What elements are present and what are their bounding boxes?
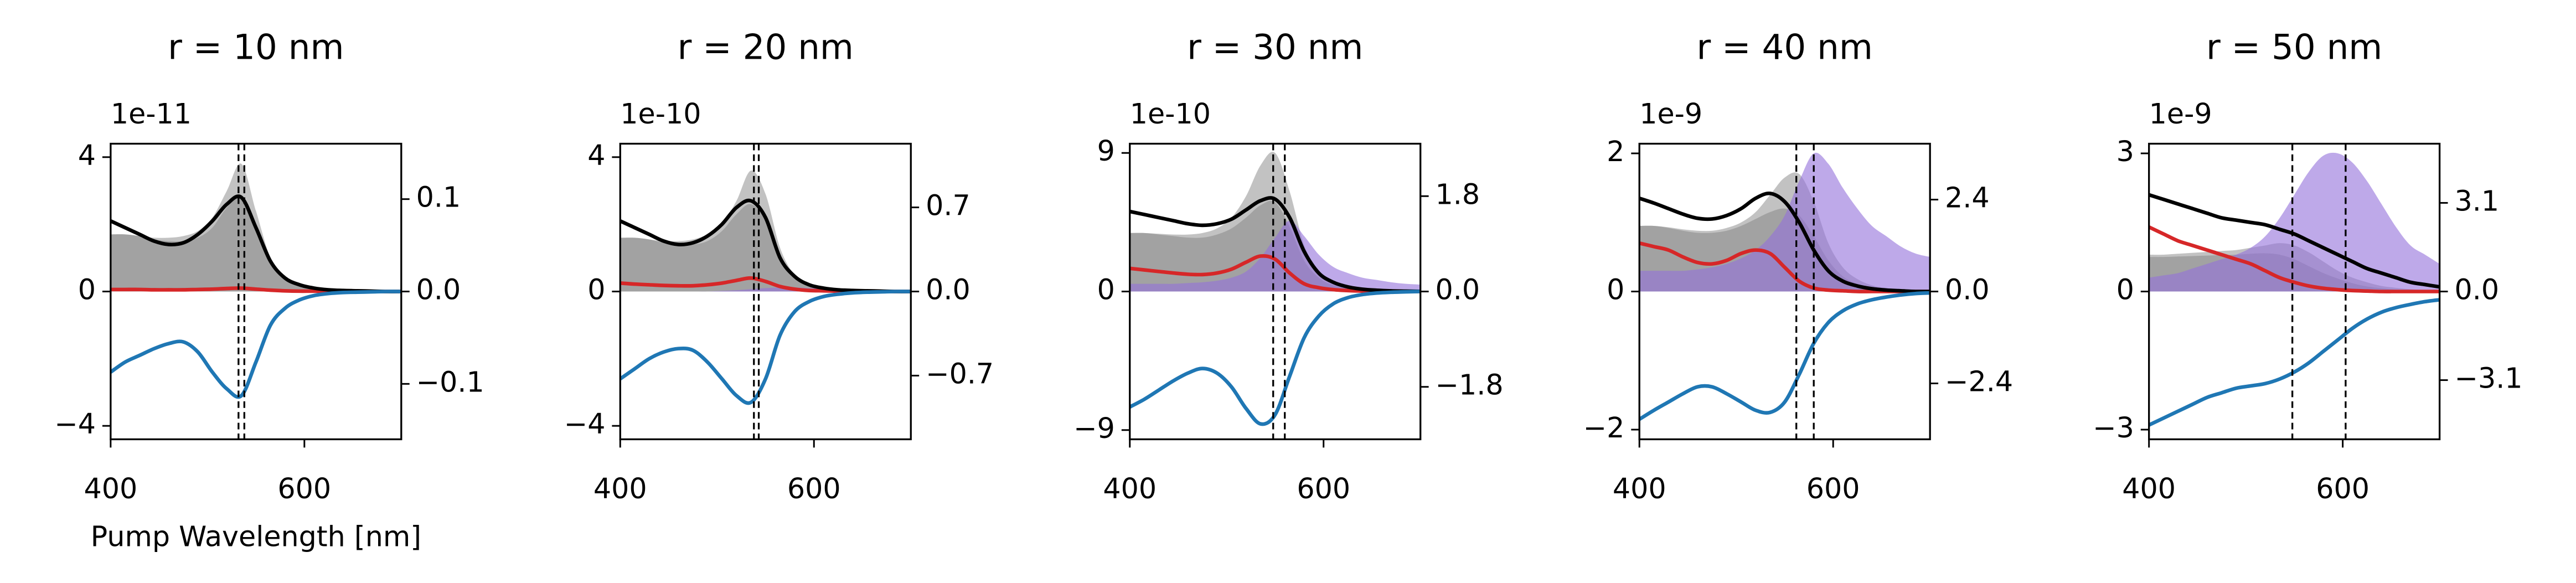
line — [110, 290, 401, 399]
y2-tick-label: 0.0 — [926, 274, 970, 306]
x-tick-label: 600 — [787, 472, 841, 505]
x-tick-label: 600 — [1806, 472, 1860, 505]
subplot: 400 600 2 0 −2 2.4 0.0 −2.4 r = 40 nm 1e-9 — [1583, 27, 2013, 505]
y-tick-label: −4 — [54, 407, 96, 440]
y-tick-label: 4 — [587, 139, 605, 172]
y2-tick-label: 0.7 — [926, 189, 970, 222]
y-tick-label: −9 — [1073, 412, 1115, 445]
plot-area — [2149, 152, 2440, 427]
subplot: 400 600 4 0 −4 0.7 0.0 −0.7 r = 20 nm 1e-10 — [564, 27, 994, 505]
plot-area — [110, 163, 401, 399]
line — [1129, 290, 1421, 426]
subplot: 400 600 3 0 −3 3.1 0.0 −3.1 r = 50 nm 1e-9 — [2093, 27, 2522, 505]
y-tick-label: 9 — [1097, 135, 1115, 167]
line — [2149, 193, 2440, 289]
area — [2149, 152, 2440, 292]
offset-text: 1e-9 — [1639, 97, 1702, 130]
y2-tick-label: 0.0 — [2454, 274, 2499, 306]
area — [620, 204, 911, 292]
area — [1639, 152, 1930, 292]
y2-tick-label: 0.0 — [1945, 274, 1990, 306]
subplot: 400 600 4 0 −4 0.1 0.0 −0.1 r = 10 nm 1e-11 Pump W… — [54, 27, 484, 553]
offset-text: 1e-10 — [1130, 97, 1211, 130]
x-tick-label: 400 — [1103, 472, 1157, 505]
y2-tick-label: 1.8 — [1436, 178, 1480, 210]
chart-title: r = 10 nm — [168, 27, 344, 68]
y-tick-label: 2 — [1607, 135, 1624, 168]
line — [2149, 225, 2440, 293]
y-tick-label: 0 — [2116, 274, 2134, 306]
y-tick-label: 0 — [1607, 274, 1624, 306]
line — [1129, 196, 1421, 293]
offset-text: 1e-10 — [620, 97, 701, 130]
chart-title: r = 20 nm — [678, 27, 854, 68]
area — [620, 171, 911, 292]
y2-tick-label: −0.7 — [926, 357, 994, 390]
x-tick-label: 600 — [1297, 472, 1350, 505]
y-tick-label: 0 — [587, 274, 605, 306]
y2-tick-label: 0.0 — [1436, 274, 1480, 306]
y-tick-label: 3 — [2116, 135, 2134, 168]
line — [1639, 291, 1930, 421]
chart-title: r = 50 nm — [2206, 27, 2382, 68]
area — [1129, 220, 1421, 292]
line — [1639, 191, 1930, 293]
subplot: 400 600 9 0 −9 1.8 0.0 −1.8 r = 30 nm 1e-10 — [1073, 27, 1503, 505]
y-tick-label: −4 — [564, 407, 606, 440]
x-tick-label: 400 — [1613, 472, 1666, 505]
y2-tick-label: −0.1 — [416, 365, 484, 398]
x-tick-label: 400 — [84, 472, 137, 505]
offset-text: 1e-9 — [2149, 97, 2212, 130]
y-tick-label: 0 — [78, 274, 96, 306]
x-axis-label: Pump Wavelength [nm] — [91, 520, 421, 553]
y2-tick-label: 0.1 — [416, 181, 461, 214]
y2-tick-label: 0.0 — [416, 274, 461, 306]
y2-tick-label: −3.1 — [2454, 362, 2522, 395]
y2-tick-label: 2.4 — [1945, 182, 1990, 214]
plot-area — [620, 171, 911, 405]
line — [2149, 298, 2440, 427]
offset-text: 1e-11 — [111, 97, 192, 130]
plot-area — [1129, 152, 1421, 426]
y2-tick-label: −1.8 — [1436, 369, 1504, 401]
y-tick-label: −3 — [2093, 411, 2134, 444]
area — [1129, 152, 1421, 292]
line — [620, 290, 911, 405]
y2-tick-label: 3.1 — [2454, 184, 2499, 217]
chart-title: r = 30 nm — [1187, 27, 1363, 68]
y-tick-label: 0 — [1097, 274, 1115, 306]
y2-tick-label: −2.4 — [1945, 365, 2013, 398]
plot-area — [1639, 152, 1930, 421]
area — [110, 196, 401, 292]
y-tick-label: 4 — [78, 139, 96, 172]
x-tick-label: 600 — [2316, 472, 2369, 505]
x-tick-label: 400 — [2122, 472, 2176, 505]
chart-title: r = 40 nm — [1697, 27, 1873, 68]
x-tick-label: 600 — [277, 472, 331, 505]
y-tick-label: −2 — [1583, 411, 1625, 444]
x-tick-label: 400 — [593, 472, 647, 505]
